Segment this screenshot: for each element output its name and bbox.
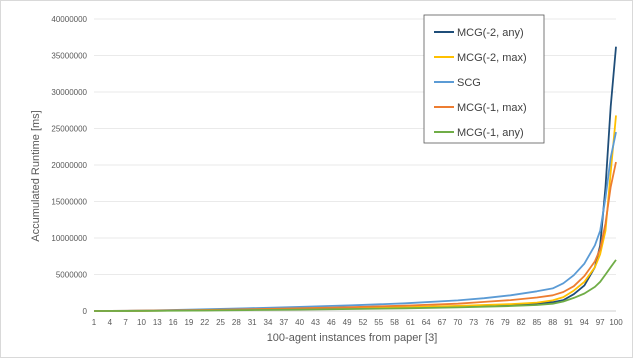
series-lines xyxy=(93,46,617,312)
x-tick-label: 82 xyxy=(517,318,526,327)
y-tick-label: 0 xyxy=(83,307,88,316)
x-tick-label: 31 xyxy=(248,318,257,327)
legend-box xyxy=(423,14,545,144)
x-tick-label: 37 xyxy=(279,318,288,327)
legend: MCG(-2, any) MCG(-2, max) SCG MCG(-1, max) M… xyxy=(423,14,545,144)
x-axis-label: 100-agent instances from paper [3] xyxy=(267,332,438,344)
series-line-2 xyxy=(93,115,617,312)
x-tick-label: 70 xyxy=(453,318,462,327)
x-tick-label: 19 xyxy=(184,318,193,327)
y-tick-label: 30000000 xyxy=(51,88,87,97)
x-tick-label: 13 xyxy=(153,318,162,327)
x-tick-label: 40 xyxy=(295,318,304,327)
y-tick-label: 10000000 xyxy=(51,234,87,243)
series-line-5 xyxy=(93,259,617,312)
y-axis-ticks: 0 5000000 10000000 15000000 20000000 25000000… xyxy=(51,15,87,316)
gridlines xyxy=(94,18,616,312)
series-line-3 xyxy=(93,131,617,312)
y-tick-label: 40000000 xyxy=(51,15,87,24)
x-tick-label: 49 xyxy=(343,318,352,327)
x-tick-label: 34 xyxy=(264,318,273,327)
y-tick-label: 35000000 xyxy=(51,52,87,61)
x-tick-label: 22 xyxy=(200,318,209,327)
x-tick-label: 46 xyxy=(327,318,336,327)
x-axis-ticks: 1 4 7 10 13 16 19 22 25 28 31 34 37 40 43 46 49 52 55 58 61 6… xyxy=(92,318,623,327)
x-tick-label: 85 xyxy=(532,318,541,327)
x-tick-label: 1 xyxy=(92,318,97,327)
y-tick-label: 15000000 xyxy=(51,198,87,207)
x-tick-label: 7 xyxy=(123,318,128,327)
legend-entry: SCG xyxy=(457,77,481,89)
legend-entry: MCG(-2, any) xyxy=(457,27,524,39)
x-tick-label: 88 xyxy=(548,318,557,327)
y-tick-label: 20000000 xyxy=(51,161,87,170)
series-line-4 xyxy=(93,161,617,312)
x-tick-label: 28 xyxy=(232,318,241,327)
x-tick-label: 97 xyxy=(596,318,605,327)
legend-entry: MCG(-1, any) xyxy=(457,127,524,139)
y-tick-label: 25000000 xyxy=(51,125,87,134)
x-tick-label: 79 xyxy=(501,318,510,327)
legend-entry: MCG(-2, max) xyxy=(457,52,527,64)
x-tick-label: 73 xyxy=(469,318,478,327)
x-tick-label: 91 xyxy=(564,318,573,327)
x-tick-label: 55 xyxy=(374,318,383,327)
x-tick-label: 64 xyxy=(422,318,431,327)
x-tick-label: 58 xyxy=(390,318,399,327)
x-tick-label: 67 xyxy=(438,318,447,327)
legend-entry: MCG(-1, max) xyxy=(457,102,527,114)
x-tick-label: 52 xyxy=(358,318,367,327)
x-tick-label: 43 xyxy=(311,318,320,327)
x-tick-label: 25 xyxy=(216,318,225,327)
x-tick-label: 76 xyxy=(485,318,494,327)
y-axis-label: Accumulated Runtime [ms] xyxy=(30,110,42,241)
x-tick-label: 94 xyxy=(580,318,589,327)
x-tick-label: 10 xyxy=(137,318,146,327)
x-tick-label: 16 xyxy=(169,318,178,327)
x-tick-label: 61 xyxy=(406,318,415,327)
x-tick-label: 100 xyxy=(609,318,623,327)
x-tick-label: 4 xyxy=(108,318,113,327)
y-tick-label: 5000000 xyxy=(56,271,88,280)
